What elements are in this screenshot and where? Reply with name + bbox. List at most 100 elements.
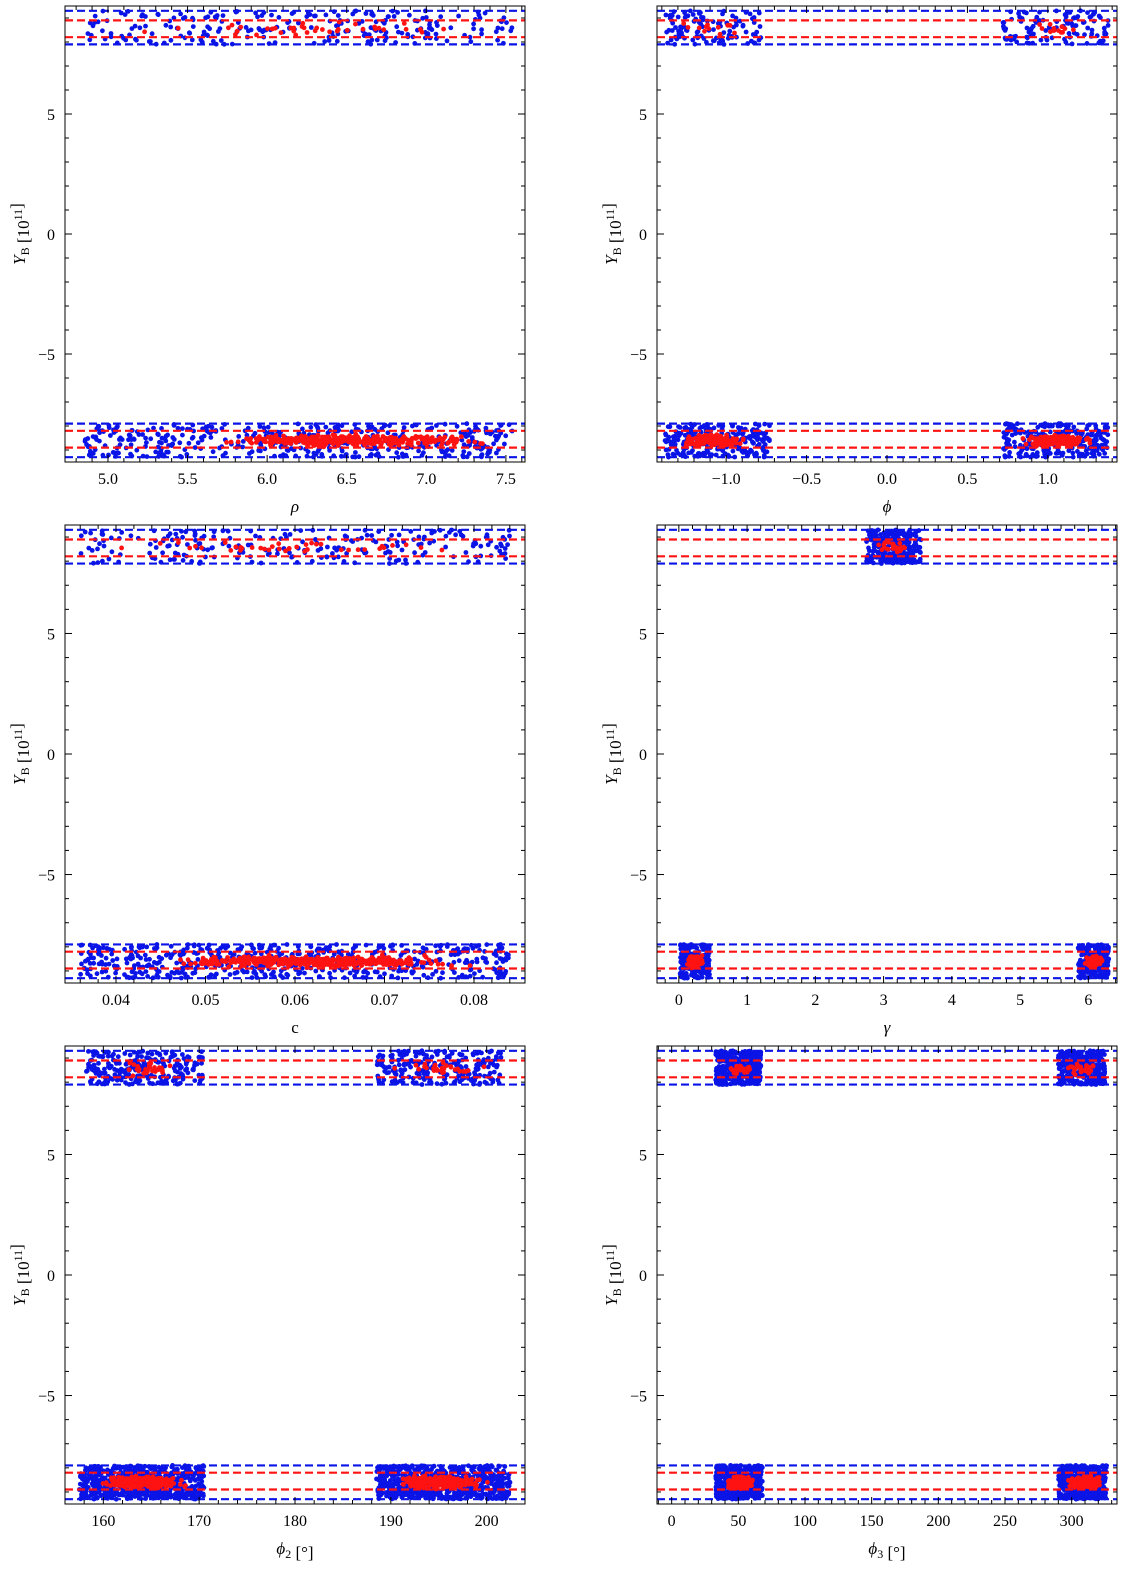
data-point <box>170 1078 176 1084</box>
series-red <box>142 19 485 450</box>
data-point <box>194 1061 200 1067</box>
data-point <box>97 438 102 444</box>
data-point <box>866 545 871 551</box>
data-point <box>304 30 310 35</box>
data-point <box>299 959 305 965</box>
data-point <box>374 37 380 43</box>
x-tick-label: 1.0 <box>1038 471 1058 488</box>
data-point <box>1089 31 1095 37</box>
data-point <box>1037 22 1042 27</box>
data-point <box>694 959 700 965</box>
data-point <box>879 547 885 553</box>
data-point <box>443 544 448 550</box>
data-point <box>357 439 363 445</box>
data-point <box>1105 432 1111 438</box>
data-point <box>332 432 338 438</box>
data-point <box>235 439 241 445</box>
data-point <box>1048 29 1053 35</box>
x-tick-label: 0.06 <box>281 992 309 1009</box>
plot-frame <box>64 5 526 463</box>
data-point <box>228 960 234 966</box>
data-point <box>473 541 479 547</box>
data-point <box>435 961 441 967</box>
data-point <box>242 955 248 960</box>
data-point <box>201 29 207 35</box>
data-point <box>178 957 183 963</box>
data-point <box>302 970 307 976</box>
data-point <box>222 958 228 964</box>
x-tick-label: 7.0 <box>416 471 436 488</box>
axis-label: c <box>291 1018 299 1037</box>
data-point <box>180 432 185 438</box>
data-point <box>159 426 164 431</box>
data-point <box>491 441 496 447</box>
data-point <box>338 960 344 966</box>
data-point <box>429 425 435 431</box>
data-point <box>108 433 113 438</box>
data-point <box>149 31 155 37</box>
data-point <box>1089 432 1094 438</box>
data-point <box>1105 23 1111 28</box>
data-point <box>323 424 329 430</box>
data-point <box>180 558 186 563</box>
data-point <box>132 974 138 980</box>
data-point <box>296 971 301 977</box>
data-point <box>369 424 375 430</box>
data-point <box>300 426 305 432</box>
data-point <box>467 34 473 40</box>
data-point <box>717 435 723 441</box>
data-point <box>137 969 143 975</box>
data-point <box>247 957 252 962</box>
data-point <box>478 543 484 549</box>
data-point <box>259 945 264 951</box>
data-point <box>135 1053 141 1059</box>
data-point <box>86 1064 91 1070</box>
data-point <box>1085 25 1091 31</box>
data-point <box>339 448 345 454</box>
data-point <box>303 542 309 547</box>
series-blue <box>677 527 1112 981</box>
data-point <box>503 969 509 974</box>
data-point <box>100 28 105 34</box>
data-point <box>897 540 903 546</box>
data-point <box>429 437 435 443</box>
data-point <box>91 955 96 961</box>
data-point <box>296 20 301 26</box>
data-point <box>707 435 713 441</box>
data-point <box>115 424 120 429</box>
data-point <box>170 1053 176 1059</box>
data-point <box>175 425 181 431</box>
data-point <box>269 26 275 32</box>
data-point <box>121 35 126 41</box>
data-point <box>743 449 749 455</box>
data-point <box>381 946 387 951</box>
data-point <box>330 551 335 556</box>
data-point <box>127 1052 133 1058</box>
data-point <box>87 961 93 966</box>
data-point <box>495 25 501 31</box>
data-point <box>1089 956 1095 961</box>
data-point <box>366 423 371 429</box>
x-tick-label: 5.0 <box>98 471 118 488</box>
data-point <box>134 447 140 453</box>
data-point <box>107 1065 112 1071</box>
data-point <box>186 440 192 446</box>
data-point <box>248 436 254 441</box>
data-point <box>178 11 184 17</box>
data-point <box>222 540 228 545</box>
data-point <box>338 547 344 553</box>
axis-label: YB [1011] <box>599 723 625 785</box>
data-point <box>276 546 282 552</box>
data-point <box>663 12 669 18</box>
data-point <box>418 545 424 550</box>
data-point <box>217 26 223 31</box>
data-point <box>895 547 901 553</box>
data-point <box>268 962 274 967</box>
data-point <box>482 10 488 16</box>
x-tick-label: 5.5 <box>178 471 198 488</box>
data-point <box>885 546 891 552</box>
data-point <box>373 26 378 32</box>
data-point <box>180 1052 185 1057</box>
data-point <box>389 441 395 447</box>
